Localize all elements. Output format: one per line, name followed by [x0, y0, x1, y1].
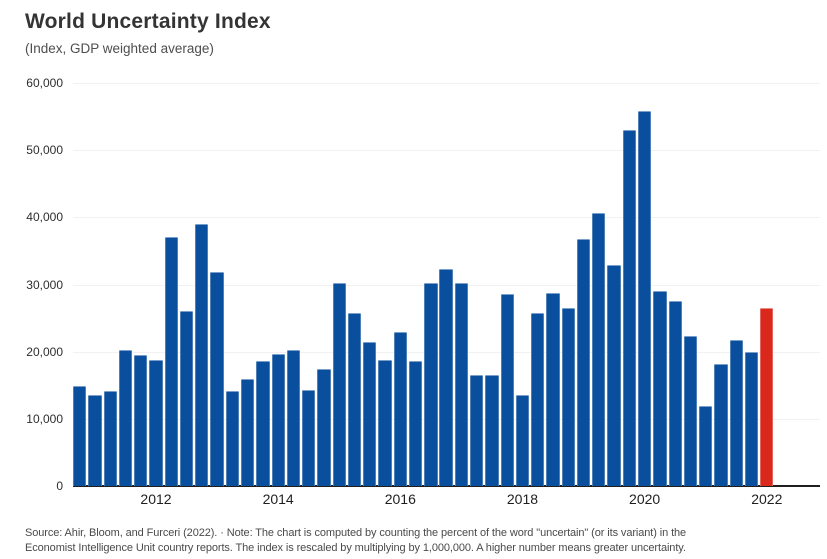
page-subtitle: (Index, GDP weighted average) — [25, 41, 214, 56]
bar — [622, 130, 637, 486]
gridline — [73, 83, 820, 84]
x-axis-label: 2018 — [506, 491, 539, 507]
bar — [729, 340, 743, 486]
source-note: Source: Ahir, Bloom, and Furceri (2022).… — [25, 526, 820, 556]
bar — [347, 313, 362, 486]
bar — [515, 394, 530, 486]
bar — [317, 369, 331, 486]
bar — [118, 349, 133, 486]
bar — [531, 313, 545, 486]
bar — [332, 283, 346, 486]
bar — [561, 308, 575, 486]
bar — [164, 237, 178, 486]
bar — [149, 360, 163, 486]
x-axis-baseline — [73, 485, 820, 487]
y-axis-label: 50,000 — [26, 143, 63, 158]
bar — [179, 311, 194, 486]
bar — [683, 335, 698, 486]
bar — [134, 355, 148, 486]
bar — [424, 282, 438, 486]
bar — [103, 390, 117, 486]
gridline — [73, 217, 820, 219]
x-axis-label: 2016 — [384, 491, 416, 507]
bar — [470, 374, 484, 486]
y-axis: 0 10,000 20,000 30,000 40,000 50,000 60,000 — [0, 76, 63, 493]
x-axis-label: 2014 — [262, 491, 294, 507]
bar — [393, 331, 407, 486]
bar — [225, 390, 239, 486]
bar — [699, 406, 713, 486]
bar — [195, 224, 209, 486]
bar — [210, 272, 224, 486]
bar-highlighted — [760, 308, 774, 486]
bar — [714, 363, 728, 486]
bar — [653, 291, 667, 486]
bar — [637, 110, 652, 486]
bar — [607, 265, 621, 486]
x-axis-label: 2020 — [629, 491, 661, 507]
y-axis-label: 0 — [56, 479, 63, 493]
bar — [668, 300, 682, 486]
source-note-line2: Economist Intelligence Unit country repo… — [25, 542, 686, 554]
y-axis-label: 10,000 — [26, 411, 63, 426]
y-axis-label: 40,000 — [26, 210, 63, 225]
bar — [363, 341, 377, 486]
bar — [592, 213, 606, 486]
bar — [500, 293, 514, 486]
bar — [439, 269, 453, 486]
bar — [302, 389, 316, 486]
bar — [256, 361, 270, 486]
bar — [454, 283, 469, 486]
bar — [408, 361, 423, 486]
y-axis-label: 60,000 — [26, 76, 63, 90]
gridline — [73, 150, 820, 152]
plot-area: 2012 2014 2016 2018 2020 2022 — [73, 83, 820, 507]
x-axis-label: 2012 — [140, 491, 172, 507]
bar — [73, 385, 87, 486]
bar — [88, 395, 102, 486]
page-title: World Uncertainty Index — [25, 10, 271, 33]
bar — [576, 238, 591, 486]
bar — [240, 379, 255, 486]
x-axis-label: 2022 — [751, 491, 783, 507]
bar — [271, 353, 285, 486]
bar — [286, 350, 301, 486]
bar — [546, 293, 560, 486]
bar — [485, 375, 499, 486]
bar — [378, 360, 392, 486]
y-axis-label: 30,000 — [26, 277, 63, 292]
bar — [744, 351, 759, 486]
source-note-line1: Source: Ahir, Bloom, and Furceri (2022).… — [25, 527, 687, 539]
y-axis-label: 20,000 — [26, 344, 63, 359]
